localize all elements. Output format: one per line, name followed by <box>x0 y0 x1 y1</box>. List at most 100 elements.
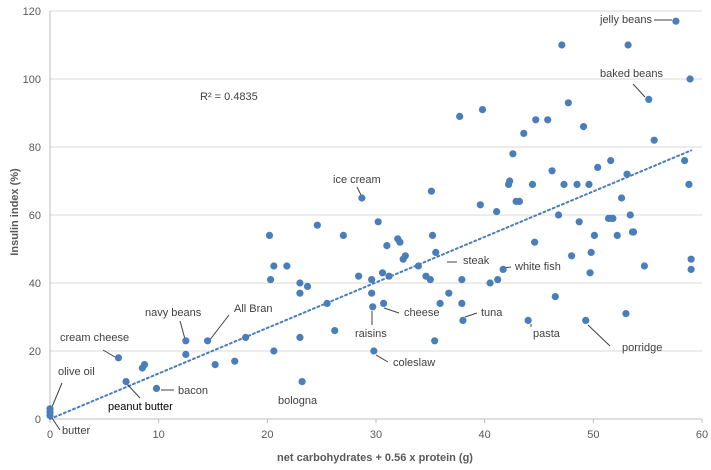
data-point <box>414 262 422 270</box>
data-point <box>685 180 693 188</box>
annotation-label: bacon <box>178 385 208 397</box>
data-point <box>270 347 278 355</box>
data-point <box>499 265 507 273</box>
data-point <box>548 167 556 175</box>
data-point <box>339 231 347 239</box>
data-point <box>140 361 149 369</box>
data-point <box>622 310 630 318</box>
data-point <box>266 276 275 284</box>
data-point <box>551 293 559 301</box>
data-point <box>629 228 638 236</box>
data-point <box>594 163 602 171</box>
data-point <box>401 252 409 260</box>
data-point <box>378 269 387 277</box>
data-point <box>532 116 540 124</box>
y-tick-label: 20 <box>29 346 41 358</box>
data-point <box>494 276 502 284</box>
annotation-label: coleslaw <box>393 357 435 369</box>
data-point <box>531 238 539 246</box>
data-point <box>586 269 594 277</box>
annotation-label: pasta <box>533 328 561 340</box>
data-point <box>323 299 331 307</box>
annotation-label: baked beans <box>600 68 663 80</box>
data-point <box>687 255 695 263</box>
annotation-label: jelly beans <box>599 14 652 26</box>
annotation-label: peanut butter <box>108 401 173 413</box>
data-point <box>493 208 501 216</box>
r-squared-label: R² = 0.4835 <box>200 91 258 103</box>
annotation-leader <box>102 349 116 358</box>
data-point <box>383 242 391 250</box>
data-point <box>182 350 190 358</box>
annotation-label: cheese <box>404 307 439 319</box>
data-point <box>626 211 634 219</box>
data-point <box>582 316 590 324</box>
y-tick-labels: 0 20 40 60 80 100 120 <box>23 6 41 426</box>
annotation-label: butter <box>62 425 90 437</box>
annotation-label: porridge <box>622 342 662 354</box>
annotation-label: white fish <box>514 261 561 273</box>
data-point <box>486 279 494 287</box>
data-point <box>573 180 581 188</box>
x-tick-label: 20 <box>261 429 273 441</box>
annotation-leader <box>208 314 230 342</box>
data-point <box>554 211 563 219</box>
data-point <box>303 282 312 290</box>
axes <box>49 11 703 423</box>
data-point <box>560 180 568 188</box>
data-point <box>296 289 304 297</box>
data-point <box>506 177 514 185</box>
data-point <box>370 347 378 355</box>
data-point <box>355 272 363 280</box>
data-point <box>476 201 484 209</box>
data-point <box>459 316 467 324</box>
data-point <box>528 180 537 188</box>
data-point <box>687 265 695 273</box>
data-point <box>520 129 528 137</box>
data-point <box>432 248 440 256</box>
annotation-leader <box>375 354 389 363</box>
x-tick-labels: 0 10 20 30 40 50 60 <box>47 429 708 441</box>
data-point <box>478 106 487 114</box>
data-point <box>369 303 377 311</box>
data-point <box>558 41 566 49</box>
data-point <box>231 357 239 365</box>
annotation-leader <box>51 417 61 431</box>
data-point <box>445 289 453 297</box>
data-point <box>122 378 130 386</box>
data-points <box>46 17 695 420</box>
x-tick-label: 50 <box>587 429 599 441</box>
data-point <box>313 221 321 229</box>
data-point <box>623 170 631 178</box>
data-point <box>431 337 439 345</box>
data-point <box>242 333 250 341</box>
x-tick-label: 60 <box>696 429 708 441</box>
data-point <box>427 187 436 195</box>
gridlines <box>50 10 702 352</box>
x-axis-title: net carbohydrates + 0.56 x protein (g) <box>277 452 473 464</box>
data-point <box>114 354 123 362</box>
annotation-label: steak <box>463 255 490 267</box>
data-point <box>283 262 291 270</box>
data-point <box>296 279 304 287</box>
annotation-leader <box>464 312 478 318</box>
data-point <box>46 412 54 420</box>
data-point <box>358 194 366 202</box>
data-point <box>515 197 524 205</box>
data-point <box>46 405 54 413</box>
annotation-leader <box>51 382 63 408</box>
data-point <box>640 262 649 270</box>
data-point <box>524 316 532 324</box>
data-point <box>650 136 658 144</box>
data-point <box>380 299 388 307</box>
x-tick-label: 30 <box>370 429 382 441</box>
x-tick-label: 0 <box>47 429 53 441</box>
data-point <box>681 157 689 165</box>
data-point <box>544 116 552 124</box>
annotation-leader <box>179 320 186 340</box>
data-point <box>590 231 599 239</box>
data-point <box>296 333 304 341</box>
data-point <box>436 299 444 307</box>
y-tick-label: 80 <box>29 142 41 154</box>
data-point <box>509 150 517 158</box>
